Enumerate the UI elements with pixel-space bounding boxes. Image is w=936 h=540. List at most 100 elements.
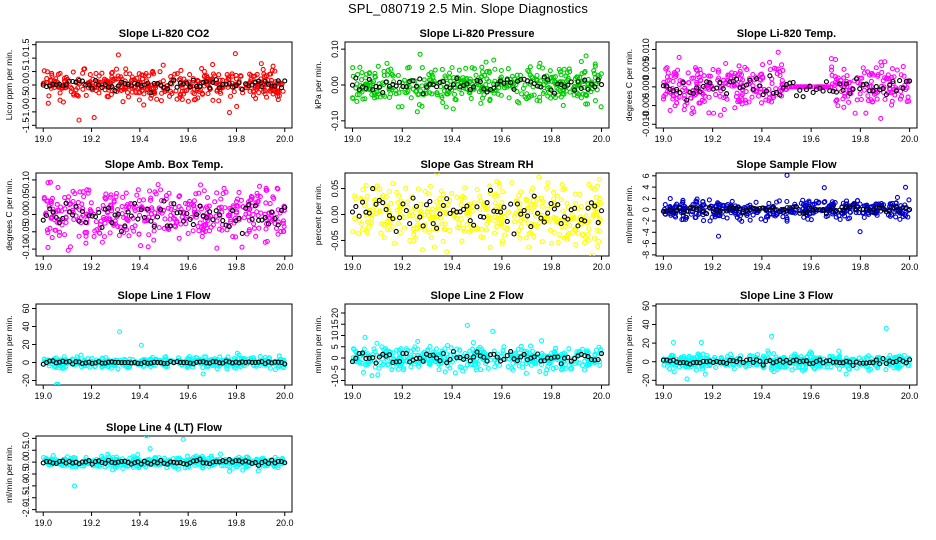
mean-point xyxy=(551,90,557,96)
mean-point xyxy=(508,80,514,86)
data-point xyxy=(97,230,103,236)
data-point xyxy=(415,222,421,228)
data-point xyxy=(566,66,572,72)
data-point xyxy=(240,467,246,473)
mean-point xyxy=(747,77,753,83)
mean-point xyxy=(674,86,680,92)
data-point xyxy=(224,72,230,78)
mean-point xyxy=(194,84,200,90)
mean-point xyxy=(92,78,99,84)
x-tick-label: 19.0 xyxy=(344,134,362,144)
data-point xyxy=(160,62,166,68)
mean-point xyxy=(83,360,89,366)
mean-point xyxy=(239,86,245,93)
mean-point xyxy=(897,208,903,214)
mean-point xyxy=(393,83,399,89)
data-point xyxy=(463,65,469,71)
data-point xyxy=(486,215,492,221)
mean-point xyxy=(393,228,399,235)
x-tick-label: 19.8 xyxy=(852,391,870,401)
mean-point xyxy=(269,360,275,366)
data-point xyxy=(376,365,382,371)
mean-point xyxy=(174,84,180,90)
data-point xyxy=(816,199,822,205)
mean-point xyxy=(484,200,490,206)
mean-point xyxy=(239,230,245,237)
data-point xyxy=(120,99,126,105)
data-point xyxy=(415,186,422,192)
data-point xyxy=(193,96,199,102)
mean-point xyxy=(734,206,740,212)
data-point xyxy=(852,110,858,116)
data-point xyxy=(552,348,558,355)
data-point xyxy=(500,348,506,354)
mean-point xyxy=(592,203,598,209)
data-point xyxy=(843,371,849,377)
mean-point xyxy=(383,206,389,213)
data-point xyxy=(579,71,585,77)
mean-point xyxy=(724,208,730,214)
data-point xyxy=(878,115,884,122)
mean-point xyxy=(390,216,396,222)
mean-point xyxy=(450,82,456,88)
mean-point xyxy=(275,78,281,84)
mean-point xyxy=(236,215,242,221)
data-point xyxy=(363,228,369,234)
mean-point xyxy=(531,193,537,199)
data-point xyxy=(780,364,786,370)
data-point xyxy=(377,208,383,214)
mean-point xyxy=(704,359,710,365)
y-tick-label: -0.5 xyxy=(21,466,31,482)
data-point xyxy=(560,88,566,94)
mean-point xyxy=(727,79,733,85)
data-point xyxy=(660,96,667,102)
mean-point xyxy=(373,360,379,366)
panel-title: Slope Gas Stream RH xyxy=(420,159,533,171)
mean-point xyxy=(717,359,723,365)
data-point xyxy=(486,68,492,74)
x-tick-label: 19.6 xyxy=(493,134,511,144)
data-point xyxy=(670,78,676,85)
data-point xyxy=(223,363,230,369)
data-point xyxy=(684,214,690,221)
data-point xyxy=(275,90,281,96)
data-point xyxy=(62,78,68,84)
data-point xyxy=(500,350,507,356)
mean-point xyxy=(491,351,497,357)
data-point xyxy=(685,70,691,76)
mean-point xyxy=(282,78,288,84)
data-point xyxy=(239,244,245,250)
data-point xyxy=(551,229,557,236)
data-point xyxy=(562,186,568,192)
x-tick-label: 19.8 xyxy=(228,134,246,144)
data-point xyxy=(676,54,682,60)
data-point xyxy=(385,206,391,212)
mean-point xyxy=(413,356,419,362)
data-point xyxy=(564,70,570,76)
data-point xyxy=(46,363,52,369)
data-point xyxy=(158,98,164,104)
data-point xyxy=(110,78,116,84)
data-point xyxy=(270,63,276,69)
data-point xyxy=(114,207,121,213)
mean-point xyxy=(181,81,187,87)
data-point xyxy=(530,197,537,204)
plot-frame xyxy=(35,303,293,386)
y-tick-label: 10 xyxy=(330,330,340,340)
data-point xyxy=(873,65,879,71)
data-point xyxy=(410,86,416,92)
mean-point xyxy=(740,359,746,366)
data-point xyxy=(736,63,742,69)
data-point xyxy=(152,210,158,216)
x-tick-label: 19.2 xyxy=(83,391,101,401)
mean-point xyxy=(860,360,866,366)
x-tick-label: 20.0 xyxy=(276,518,294,528)
data-point xyxy=(427,360,433,366)
data-point xyxy=(591,235,598,241)
mean-point xyxy=(184,211,190,217)
data-point xyxy=(199,66,205,72)
mean-point xyxy=(151,80,157,87)
mean-point xyxy=(474,204,480,210)
data-point xyxy=(828,67,835,73)
